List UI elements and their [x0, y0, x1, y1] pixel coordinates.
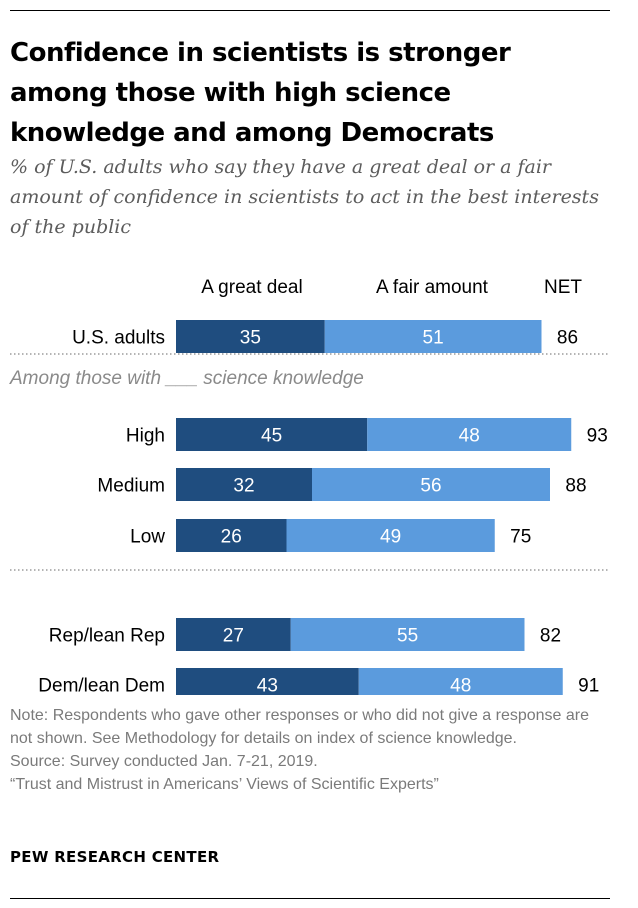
bar-fair-amount [324, 320, 542, 353]
category-label: Dem/lean Dem [38, 676, 165, 696]
value-net: 88 [565, 476, 586, 497]
value-great-deal: 43 [257, 676, 278, 696]
bar-fair-amount [358, 668, 563, 695]
brand-name: PEW RESEARCH CENTER [10, 848, 220, 866]
category-label: Rep/lean Rep [49, 626, 165, 647]
value-net: 91 [578, 676, 599, 696]
report-title: “Trust and Mistrust in Americans’ Views … [10, 776, 439, 793]
footnotes: Note: Respondents who gave other respons… [10, 704, 610, 796]
bar-fair-amount [286, 519, 495, 552]
bottom-rule [10, 898, 610, 899]
source-text: Source: Survey conducted Jan. 7-21, 2019… [10, 753, 318, 770]
stacked-bar-chart: A great deal A fair amount NET Among those … [9, 277, 610, 696]
category-label: High [126, 426, 165, 447]
value-net: 82 [540, 626, 561, 647]
value-great-deal: 32 [233, 476, 254, 497]
top-rule [10, 10, 610, 11]
value-great-deal: 45 [261, 426, 282, 447]
note-text: Note: Respondents who gave other respons… [10, 707, 590, 747]
value-fair-amount: 56 [420, 476, 441, 497]
legend-net: NET [544, 277, 582, 298]
value-net: 86 [557, 328, 578, 349]
chart-subtitle: % of U.S. adults who say they have a gre… [10, 156, 599, 238]
bar-fair-amount [290, 618, 525, 651]
value-fair-amount: 55 [397, 626, 418, 647]
bar-great-deal [176, 519, 287, 552]
value-net: 75 [510, 527, 531, 548]
category-label: Medium [97, 476, 165, 497]
value-fair-amount: 51 [423, 328, 444, 349]
bar-great-deal [176, 418, 368, 451]
bar-great-deal [176, 618, 291, 651]
value-great-deal: 27 [223, 626, 244, 647]
value-fair-amount: 48 [450, 676, 471, 696]
bar-great-deal [176, 320, 325, 353]
bar-great-deal [176, 668, 359, 695]
legend-fair-amount: A fair amount [376, 277, 489, 298]
value-great-deal: 35 [240, 328, 261, 349]
bar-fair-amount [312, 468, 550, 501]
bar-great-deal [176, 468, 312, 501]
section-label: Among those with ___ science knowledge [9, 368, 364, 389]
value-fair-amount: 49 [380, 527, 401, 548]
category-label: Low [130, 527, 165, 548]
legend-great-deal: A great deal [201, 277, 302, 298]
bar-fair-amount [367, 418, 572, 451]
value-fair-amount: 48 [459, 426, 480, 447]
value-net: 93 [587, 426, 608, 447]
value-great-deal: 26 [221, 527, 242, 548]
chart-title: Confidence in scientists is stronger amo… [10, 38, 511, 148]
category-label: U.S. adults [72, 328, 165, 349]
